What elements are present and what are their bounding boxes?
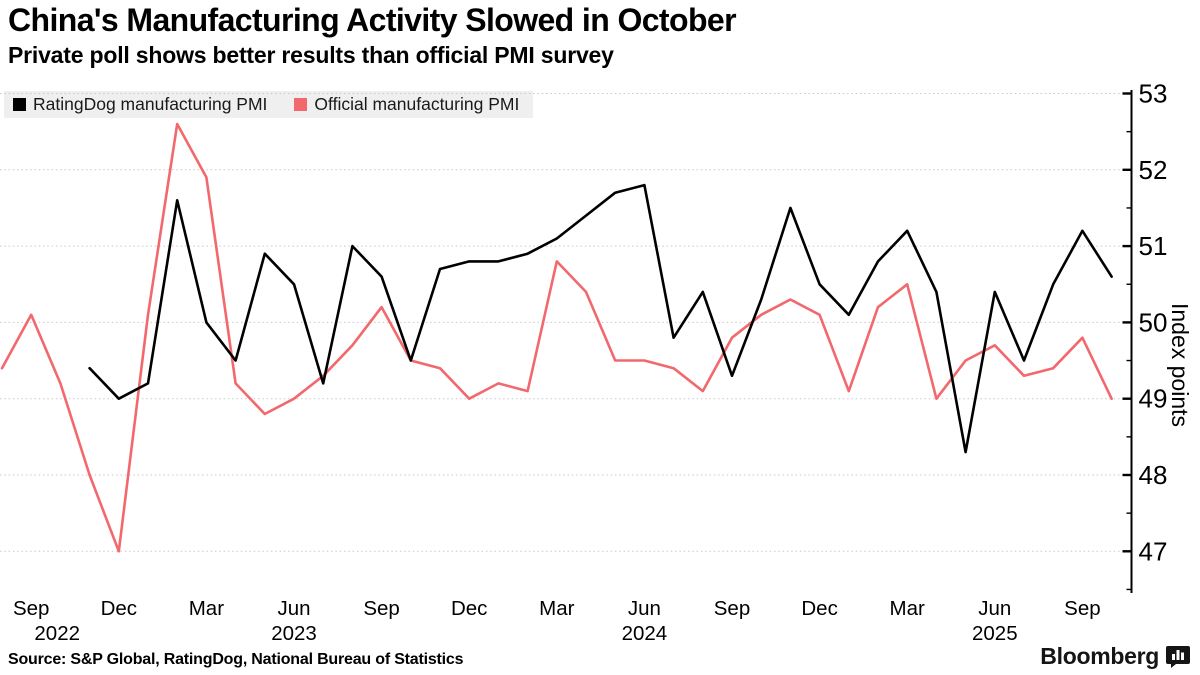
- x-year-label: 2022: [34, 622, 80, 645]
- y-tick-label: 52: [1139, 155, 1168, 185]
- y-tick-label: 48: [1139, 460, 1168, 490]
- y-axis-title: Index points: [1167, 303, 1193, 427]
- x-tick-label: Sep: [714, 597, 750, 620]
- y-tick-label: 47: [1139, 536, 1168, 566]
- x-tick-label: Dec: [801, 597, 837, 620]
- x-year-label: 2023: [271, 622, 317, 645]
- x-tick-label: Mar: [189, 597, 224, 620]
- y-tick-label: 53: [1139, 79, 1168, 109]
- bloomberg-wordmark: Bloomberg: [1040, 643, 1159, 669]
- x-year-label: 2024: [622, 622, 668, 645]
- legend-item-official: Official manufacturing PMI: [294, 94, 519, 115]
- y-tick-label: 49: [1139, 384, 1168, 414]
- legend-label: Official manufacturing PMI: [314, 94, 520, 114]
- legend-item-ratingdog: RatingDog manufacturing PMI: [13, 94, 267, 115]
- legend-label: RatingDog manufacturing PMI: [33, 94, 268, 114]
- series-line-official: [0, 122, 1113, 553]
- source-note: Source: S&P Global, RatingDog, National …: [8, 651, 464, 668]
- x-tick-label: Jun: [277, 597, 310, 620]
- x-tick-label: Dec: [451, 597, 487, 620]
- chart-legend: RatingDog manufacturing PMI Official man…: [4, 91, 534, 118]
- ratingdog-swatch-icon: [13, 98, 26, 111]
- page-title: China's Manufacturing Activity Slowed in…: [8, 2, 737, 38]
- official-swatch-icon: [294, 98, 308, 111]
- bloomberg-logo: Bloomberg: [1040, 643, 1190, 670]
- x-year-label: 2025: [972, 622, 1018, 645]
- x-tick-label: Sep: [363, 597, 399, 620]
- x-tick-label: Mar: [890, 597, 925, 620]
- x-tick-label: Jun: [978, 597, 1011, 620]
- x-tick-label: Jun: [628, 597, 661, 620]
- series-line-ratingdog: [88, 183, 1113, 454]
- bloomberg-terminal-icon: [1166, 645, 1190, 668]
- x-tick-label: Sep: [1064, 597, 1100, 620]
- y-tick-label: 51: [1139, 231, 1168, 261]
- x-tick-label: Dec: [101, 597, 137, 620]
- page-subtitle: Private poll shows better results than o…: [8, 42, 614, 68]
- x-tick-label: Sep: [13, 597, 49, 620]
- y-tick-label: 50: [1139, 307, 1168, 337]
- x-tick-label: Mar: [539, 597, 574, 620]
